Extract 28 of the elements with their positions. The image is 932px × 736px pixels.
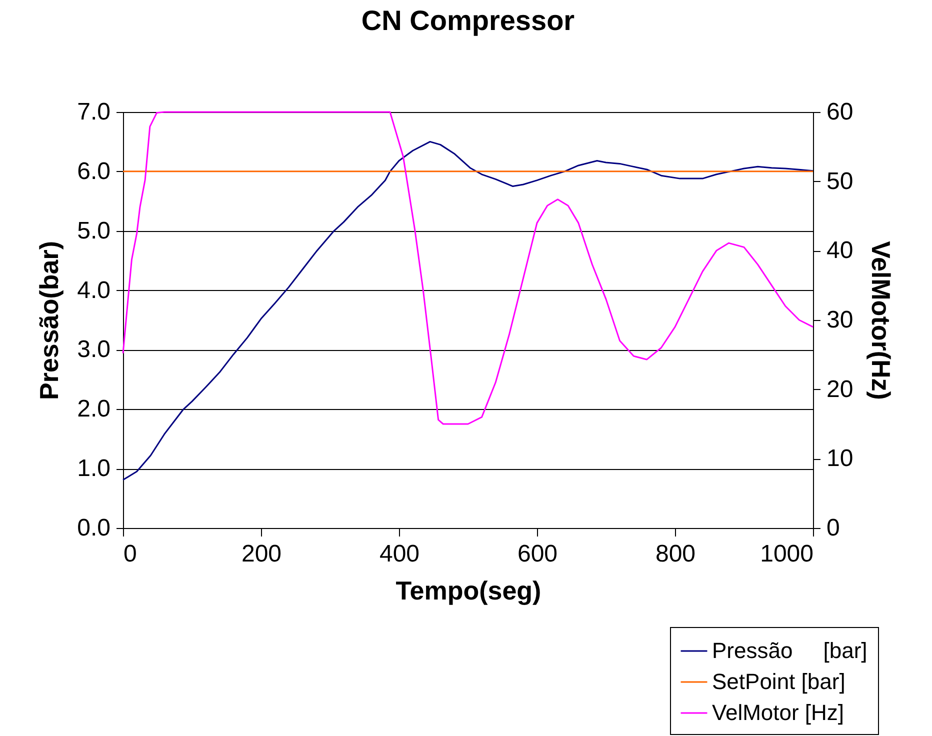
legend-label: Pressão [bar] — [712, 638, 868, 663]
x-axis-title: Tempo(seg) — [396, 576, 542, 606]
chart-title: CN Compressor — [361, 5, 575, 36]
y-axis-title: Pressão(bar) — [34, 241, 64, 400]
x-tick-label: 800 — [655, 540, 696, 568]
y-tick-label: 7.0 — [77, 98, 110, 126]
legend-label: VelMotor [Hz] — [712, 700, 844, 725]
y2-tick-label: 50 — [826, 168, 854, 195]
y-tick-label: 4.0 — [77, 276, 110, 304]
y-tick-label: 0.0 — [77, 514, 110, 542]
y2-tick-label: 40 — [826, 237, 854, 264]
y2-axis-title: VelMotor(Hz) — [866, 241, 896, 400]
y2-tick-label: 0 — [826, 514, 840, 542]
y-tick-label: 5.0 — [77, 217, 110, 244]
x-tick-label: 1000 — [760, 540, 814, 568]
y2-tick-label: 10 — [826, 445, 854, 472]
y2-tick-label: 30 — [826, 306, 854, 334]
y-tick-label: 2.0 — [77, 396, 110, 423]
y-tick-label: 1.0 — [77, 455, 110, 482]
y-tick-label: 6.0 — [77, 158, 110, 185]
y2-tick-label: 20 — [826, 376, 854, 403]
x-tick-label: 600 — [517, 540, 558, 568]
legend-label: SetPoint [bar] — [712, 669, 846, 694]
x-tick-label: 400 — [379, 540, 420, 568]
x-tick-label: 200 — [241, 540, 282, 568]
y2-tick-label: 60 — [826, 98, 854, 126]
y-tick-label: 3.0 — [77, 336, 110, 364]
x-tick-label: 0 — [124, 540, 137, 568]
